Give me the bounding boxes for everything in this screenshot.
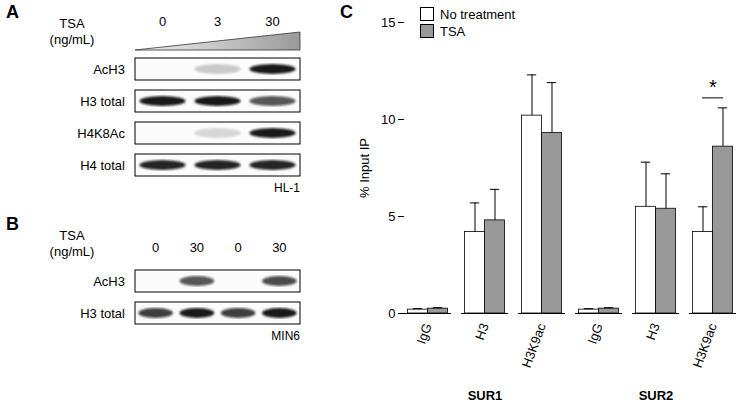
svg-text:(ng/mL): (ng/mL) xyxy=(50,32,95,47)
svg-text:10: 10 xyxy=(381,112,395,127)
svg-text:H3 total: H3 total xyxy=(80,306,125,321)
svg-text:(ng/mL): (ng/mL) xyxy=(50,244,95,259)
svg-text:0: 0 xyxy=(152,240,159,255)
svg-text:IgG: IgG xyxy=(584,321,605,346)
svg-text:30: 30 xyxy=(190,240,204,255)
svg-text:0: 0 xyxy=(235,240,242,255)
svg-text:MIN6: MIN6 xyxy=(271,329,300,343)
svg-text:SUR1: SUR1 xyxy=(468,388,503,403)
svg-text:% Input IP: % Input IP xyxy=(357,138,372,198)
svg-text:5: 5 xyxy=(388,209,395,224)
svg-text:H3 total: H3 total xyxy=(80,94,125,109)
svg-text:IgG: IgG xyxy=(413,321,434,346)
svg-text:H3: H3 xyxy=(643,321,663,342)
svg-text:HL-1: HL-1 xyxy=(274,181,300,195)
svg-text:H3: H3 xyxy=(472,321,492,342)
svg-text:0: 0 xyxy=(159,14,166,29)
svg-text:AcH3: AcH3 xyxy=(93,62,125,77)
svg-text:15: 15 xyxy=(381,15,395,30)
svg-text:AcH3: AcH3 xyxy=(93,274,125,289)
svg-text:TSA: TSA xyxy=(59,228,85,243)
svg-text:30: 30 xyxy=(272,240,286,255)
svg-text:H4 total: H4 total xyxy=(80,158,125,173)
svg-text:*: * xyxy=(709,76,717,98)
svg-text:B: B xyxy=(6,214,19,234)
svg-text:0: 0 xyxy=(388,306,395,321)
svg-text:3: 3 xyxy=(214,14,221,29)
html-text:C: C xyxy=(340,2,353,22)
svg-text:H3K9ac: H3K9ac xyxy=(519,321,549,370)
svg-text:H3K9ac: H3K9ac xyxy=(690,321,720,370)
svg-text:TSA: TSA xyxy=(59,16,85,31)
svg-text:30: 30 xyxy=(265,14,279,29)
svg-text:SUR2: SUR2 xyxy=(639,388,674,403)
html-text:No treatment: No treatment xyxy=(440,7,516,22)
svg-text:H4K8Ac: H4K8Ac xyxy=(77,126,125,141)
svg-text:A: A xyxy=(6,2,19,22)
html-text:TSA: TSA xyxy=(440,24,466,39)
